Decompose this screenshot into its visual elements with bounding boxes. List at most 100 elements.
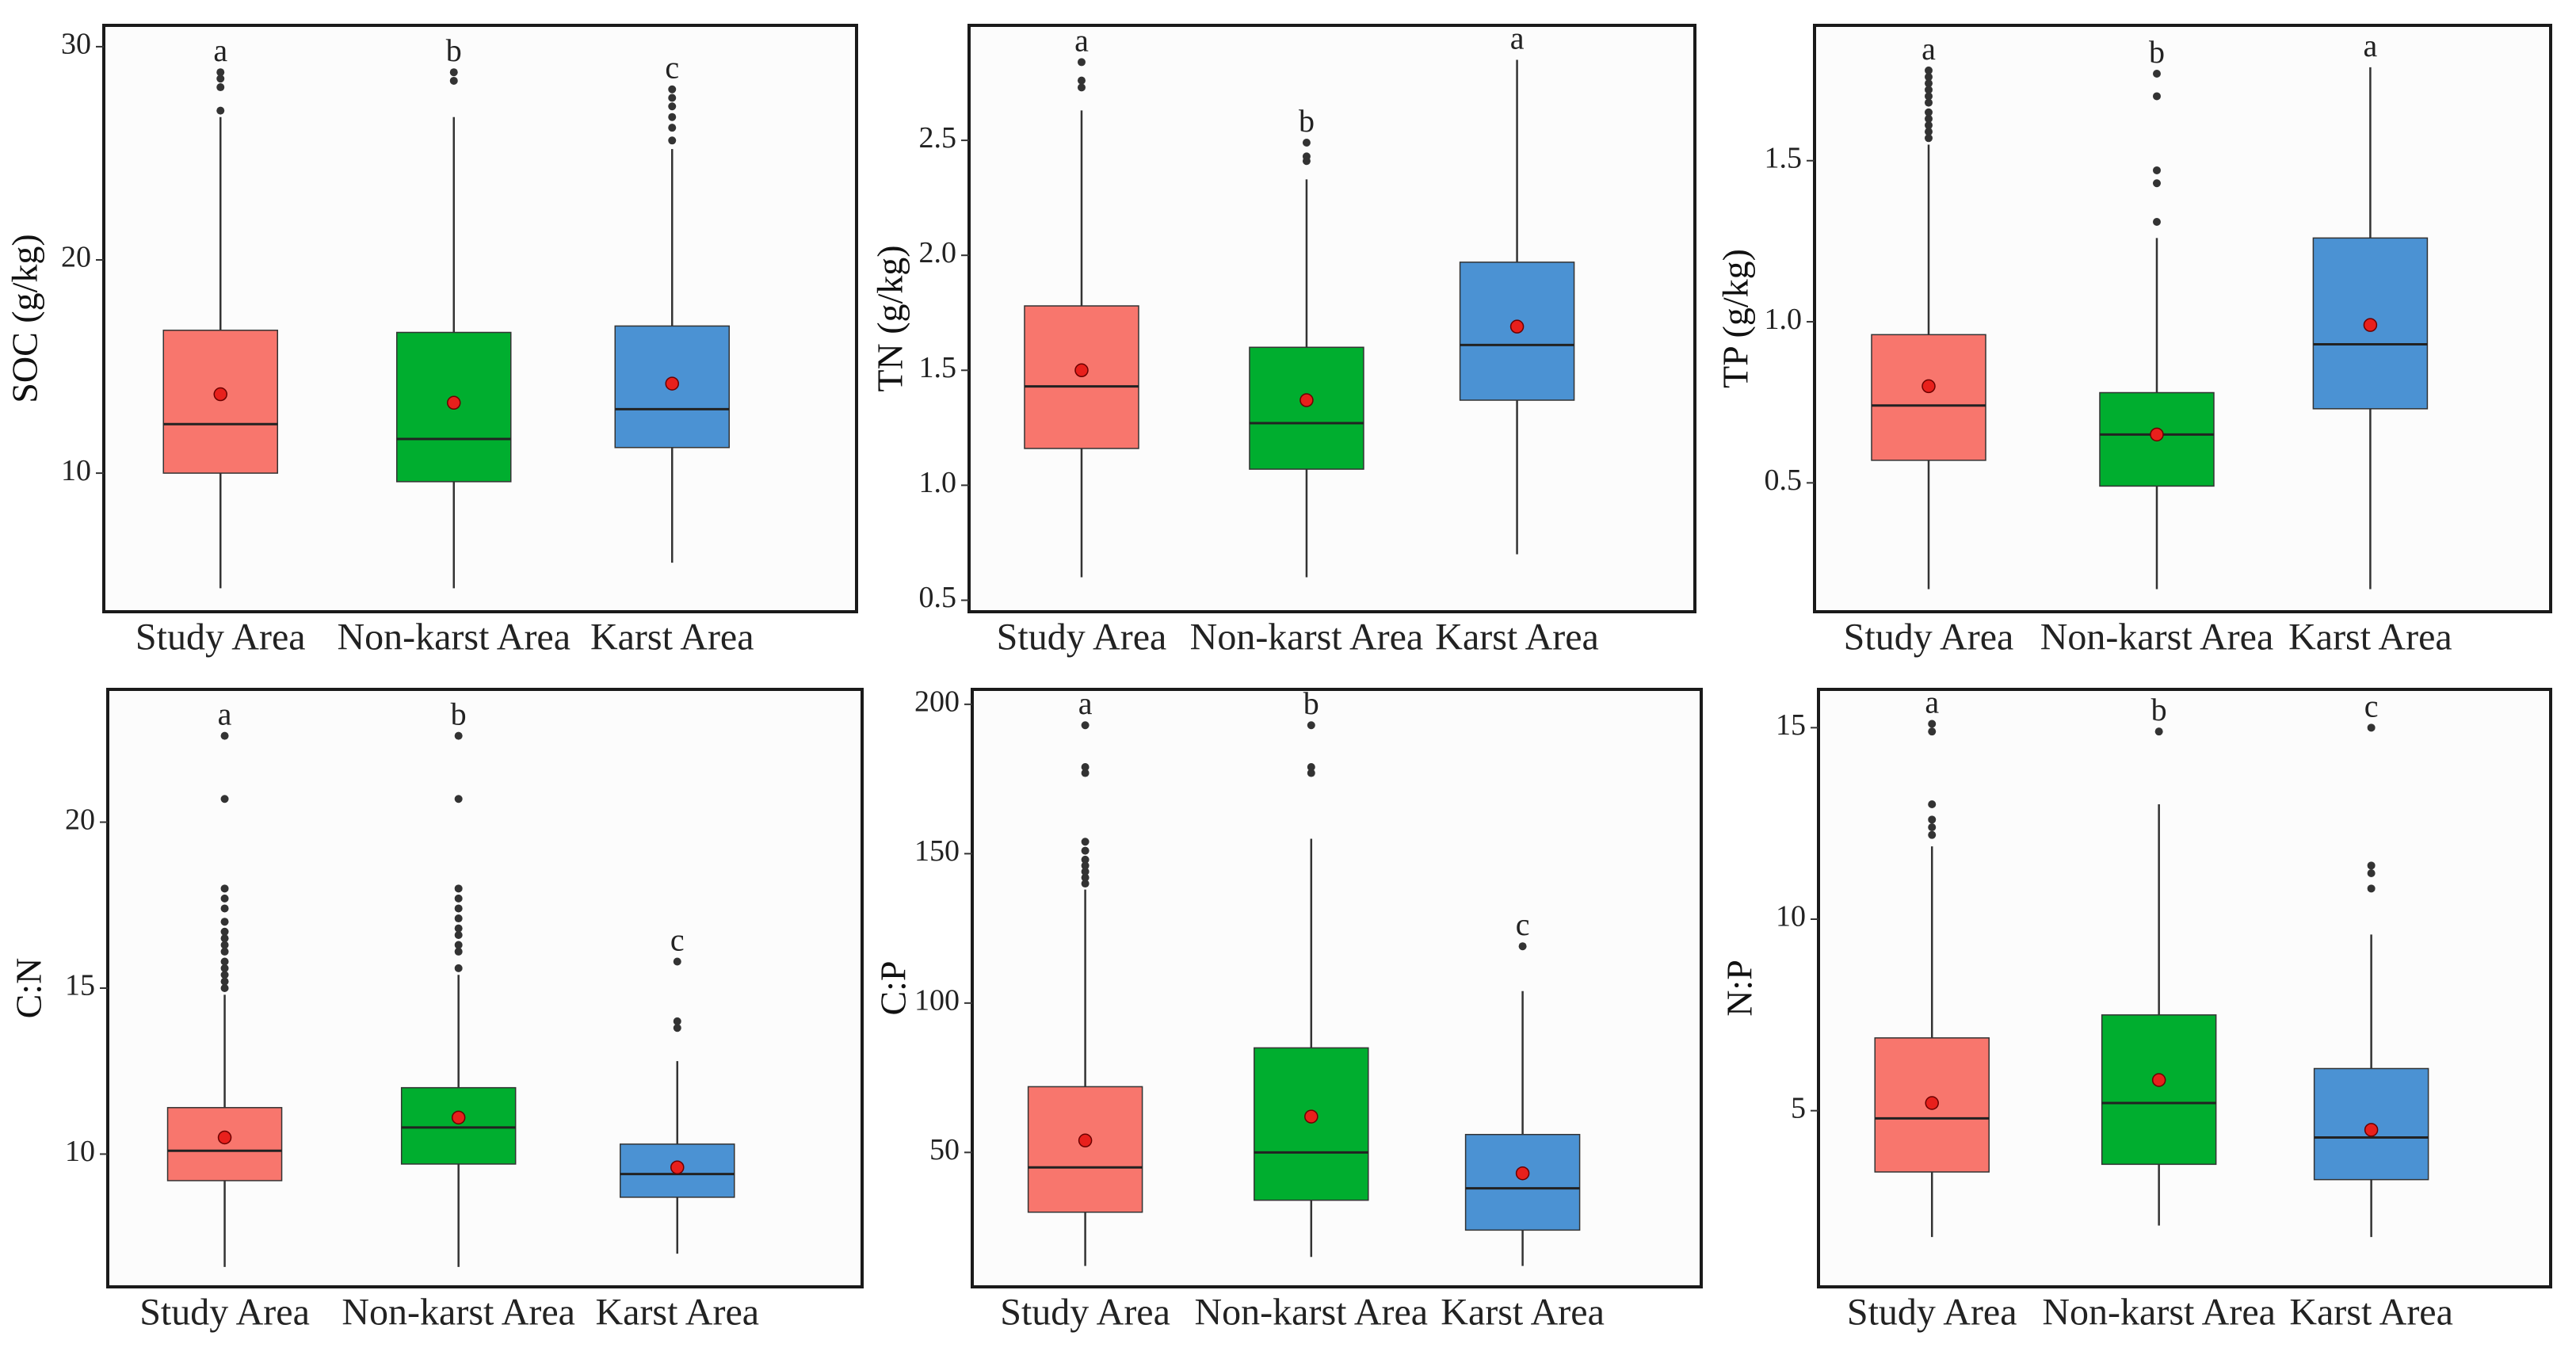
x-category-label: Karst Area bbox=[2289, 1292, 2453, 1334]
outlier-point bbox=[1924, 92, 1933, 101]
mean-point bbox=[1922, 379, 1936, 394]
x-category-label: Study Area bbox=[135, 616, 306, 658]
outlier-point bbox=[1307, 763, 1315, 772]
outlier-point bbox=[1081, 846, 1090, 855]
significance-letter: c bbox=[670, 922, 685, 957]
outlier-point bbox=[1307, 721, 1315, 730]
panel-5: 50 100 150 200 C:P a Study Area b Non-karst Area… bbox=[873, 685, 1703, 1334]
outlier-point bbox=[2152, 166, 2161, 174]
y-tick-label: 20 bbox=[61, 241, 91, 274]
mean-point bbox=[2151, 1073, 2166, 1087]
mean-point bbox=[447, 395, 461, 410]
outlier-point bbox=[1924, 121, 1933, 130]
significance-letter: a bbox=[218, 697, 232, 732]
y-axis-label: C:N bbox=[9, 958, 49, 1019]
outlier-point bbox=[1081, 838, 1090, 846]
outlier-point bbox=[220, 795, 229, 803]
outlier-point bbox=[668, 102, 677, 111]
significance-letter: b bbox=[2151, 692, 2167, 727]
mean-point bbox=[1074, 363, 1089, 378]
significance-letter: b bbox=[451, 697, 467, 732]
outlier-point bbox=[2152, 218, 2161, 227]
y-tick-label: 10 bbox=[61, 454, 91, 487]
outlier-point bbox=[2152, 92, 2161, 101]
x-category-label: Karst Area bbox=[1435, 616, 1599, 658]
outlier-point bbox=[1081, 855, 1090, 864]
y-axis-label: C:P bbox=[873, 960, 914, 1015]
box-iqr bbox=[400, 1086, 517, 1165]
mean-point bbox=[213, 387, 227, 402]
outlier-point bbox=[220, 927, 229, 936]
outlier-point bbox=[1077, 58, 1086, 67]
panel-frame bbox=[1817, 688, 2552, 1288]
outlier-point bbox=[454, 964, 463, 972]
y-tick-label: 10 bbox=[1776, 900, 1806, 933]
y-tick-label: 200 bbox=[914, 685, 960, 719]
outlier-point bbox=[220, 934, 229, 943]
y-tick-label: 1.5 bbox=[1765, 141, 1803, 174]
outlier-point bbox=[2367, 884, 2376, 893]
outlier-point bbox=[220, 977, 229, 986]
outlier-point bbox=[1924, 108, 1933, 116]
outlier-point bbox=[220, 904, 229, 913]
x-category-label: Study Area bbox=[139, 1292, 310, 1334]
panel-1: 10 20 30 SOC (g/kg) a Study Area b Non-karst Ar… bbox=[5, 24, 858, 658]
outlier-point bbox=[1928, 719, 1937, 728]
mean-point bbox=[670, 1160, 685, 1174]
outlier-point bbox=[454, 894, 463, 903]
box-iqr bbox=[2099, 391, 2215, 487]
outlier-point bbox=[1928, 823, 1937, 831]
outlier-point bbox=[1928, 727, 1937, 736]
mean-point bbox=[2364, 1123, 2379, 1137]
y-tick-label: 0.5 bbox=[919, 581, 957, 614]
outlier-point bbox=[220, 884, 229, 893]
outlier-point bbox=[673, 1024, 681, 1032]
outlier-point bbox=[1924, 66, 1933, 74]
y-tick-label: 2.5 bbox=[919, 121, 957, 155]
outlier-point bbox=[1307, 769, 1315, 777]
box-karst-area: c bbox=[620, 922, 735, 1254]
outlier-point bbox=[2152, 179, 2161, 188]
box-non-karst-area: b bbox=[1249, 103, 1364, 578]
x-category-label: Study Area bbox=[997, 616, 1167, 658]
outlier-point bbox=[2154, 727, 2163, 736]
y-axis-label: N:P bbox=[1719, 960, 1760, 1017]
box-study-area: a bbox=[1874, 685, 1990, 1238]
x-category-label: Non-karst Area bbox=[337, 616, 571, 658]
y-axis-label: TP (g/kg) bbox=[1715, 249, 1756, 388]
x-category-label: Study Area bbox=[1000, 1292, 1170, 1334]
box-iqr bbox=[1027, 1086, 1143, 1213]
outlier-point bbox=[220, 941, 229, 949]
mean-point bbox=[665, 376, 679, 391]
x-category-label: Non-karst Area bbox=[2040, 616, 2274, 658]
outlier-point bbox=[673, 1017, 681, 1025]
x-category-label: Study Area bbox=[1847, 1292, 2017, 1334]
box-non-karst-area: b bbox=[400, 697, 517, 1267]
outlier-point bbox=[2152, 69, 2161, 78]
outlier-point bbox=[449, 68, 458, 77]
significance-letter: a bbox=[1510, 21, 1525, 56]
box-iqr bbox=[1249, 346, 1364, 470]
outlier-point bbox=[1924, 86, 1933, 94]
outlier-point bbox=[220, 971, 229, 979]
box-non-karst-area: b bbox=[2099, 34, 2215, 590]
box-karst-area: c bbox=[614, 50, 730, 563]
x-category-label: Non-karst Area bbox=[342, 1292, 575, 1334]
outlier-point bbox=[454, 795, 463, 803]
outlier-point bbox=[220, 731, 229, 740]
significance-letter: c bbox=[665, 50, 679, 86]
y-tick-label: 1.0 bbox=[1765, 303, 1803, 336]
outlier-point bbox=[668, 124, 677, 132]
box-iqr bbox=[162, 330, 278, 474]
significance-letter: a bbox=[2364, 28, 2378, 63]
outlier-point bbox=[220, 964, 229, 972]
outlier-point bbox=[1081, 721, 1090, 730]
box-karst-area: c bbox=[2313, 688, 2429, 1238]
x-category-label: Non-karst Area bbox=[2042, 1292, 2276, 1334]
mean-point bbox=[451, 1110, 466, 1125]
outlier-point bbox=[1518, 942, 1527, 951]
mean-point bbox=[217, 1130, 232, 1145]
y-tick-label: 5 bbox=[1791, 1091, 1806, 1124]
x-category-label: Karst Area bbox=[595, 1292, 759, 1334]
